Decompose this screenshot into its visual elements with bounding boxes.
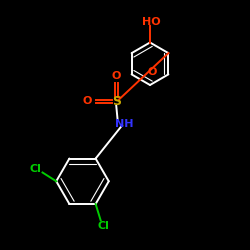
Text: O: O: [112, 71, 121, 81]
Text: Cl: Cl: [30, 164, 42, 174]
Text: O: O: [148, 67, 157, 77]
Text: HO: HO: [142, 17, 161, 27]
Text: NH: NH: [114, 119, 133, 129]
Text: S: S: [112, 95, 121, 108]
Text: O: O: [82, 96, 92, 106]
Text: Cl: Cl: [97, 222, 109, 232]
